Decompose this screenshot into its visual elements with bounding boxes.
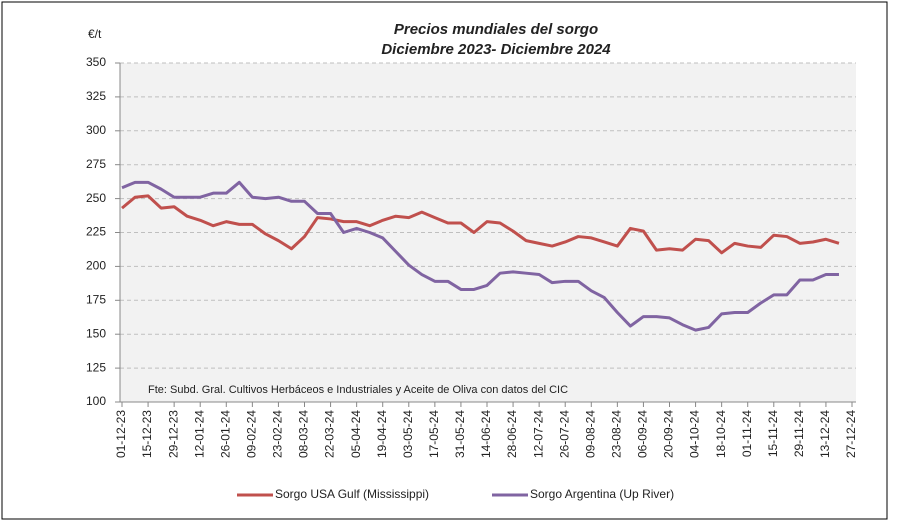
- y-tick-label: 225: [86, 225, 106, 239]
- x-tick-label: 23-02-24: [271, 410, 285, 458]
- y-tick-label: 300: [86, 123, 106, 137]
- y-tick-label: 200: [86, 259, 106, 273]
- x-tick-label: 15-11-24: [766, 410, 780, 457]
- x-tick-label: 18-10-24: [714, 410, 728, 458]
- x-tick-label: 06-09-24: [636, 410, 650, 458]
- x-tick-label: 26-01-24: [218, 410, 232, 458]
- x-tick-label: 01-12-23: [114, 410, 128, 458]
- x-tick-label: 03-05-24: [401, 410, 415, 458]
- y-tick-label: 175: [86, 292, 106, 306]
- x-tick-label: 13-12-24: [818, 410, 832, 458]
- x-tick-label: 29-11-24: [792, 410, 806, 457]
- chart-subtitle: Diciembre 2023- Diciembre 2024: [381, 41, 611, 58]
- annotation: Fte: Subd. Gral. Cultivos Herbáceos e In…: [148, 384, 568, 396]
- frame: [1, 1, 888, 520]
- legend-label: Sorgo Argentina (Up River): [530, 487, 674, 501]
- x-tick-label: 17-05-24: [427, 410, 441, 458]
- x-tick-label: 05-04-24: [349, 410, 363, 458]
- x-tick-label: 20-09-24: [662, 410, 676, 458]
- x-tick-label: 01-11-24: [740, 410, 754, 457]
- x-tick-label: 12-01-24: [192, 410, 206, 458]
- x-tick-label: 09-08-24: [583, 410, 597, 458]
- x-tick-label: 09-02-24: [245, 410, 259, 458]
- x-tick-label: 14-06-24: [479, 410, 493, 458]
- x-tick-label: 26-07-24: [557, 410, 571, 458]
- x-tick-label: 27-12-24: [844, 410, 858, 458]
- y-tick-label: 275: [86, 157, 106, 171]
- x-tick-label: 29-12-23: [166, 410, 180, 458]
- x-tick-label: 22-03-24: [323, 410, 337, 458]
- y-tick-label: 325: [86, 89, 106, 103]
- line-series: [121, 194, 840, 255]
- x-tick-label: 15-12-23: [140, 410, 154, 458]
- y-axis-label: €/t: [88, 27, 102, 41]
- line-series: [121, 180, 839, 332]
- chart-title: Precios mundiales del sorgo: [394, 21, 598, 38]
- legend-label: Sorgo USA Gulf (Mississippi): [275, 487, 429, 501]
- x-tick-label: 23-08-24: [610, 410, 624, 458]
- x-tick-label: 31-05-24: [453, 410, 467, 458]
- x-tick-label: 08-03-24: [297, 410, 311, 458]
- y-tick-label: 125: [86, 360, 106, 374]
- y-tick-label: 250: [86, 191, 106, 205]
- y-tick-label: 100: [86, 394, 106, 408]
- x-tick-label: 28-06-24: [505, 410, 519, 458]
- y-tick-label: 350: [86, 55, 106, 69]
- x-tick-label: 04-10-24: [688, 410, 702, 458]
- x-tick-label: 12-07-24: [531, 410, 545, 458]
- y-tick-label: 150: [86, 326, 106, 340]
- x-tick-label: 19-04-24: [375, 410, 389, 458]
